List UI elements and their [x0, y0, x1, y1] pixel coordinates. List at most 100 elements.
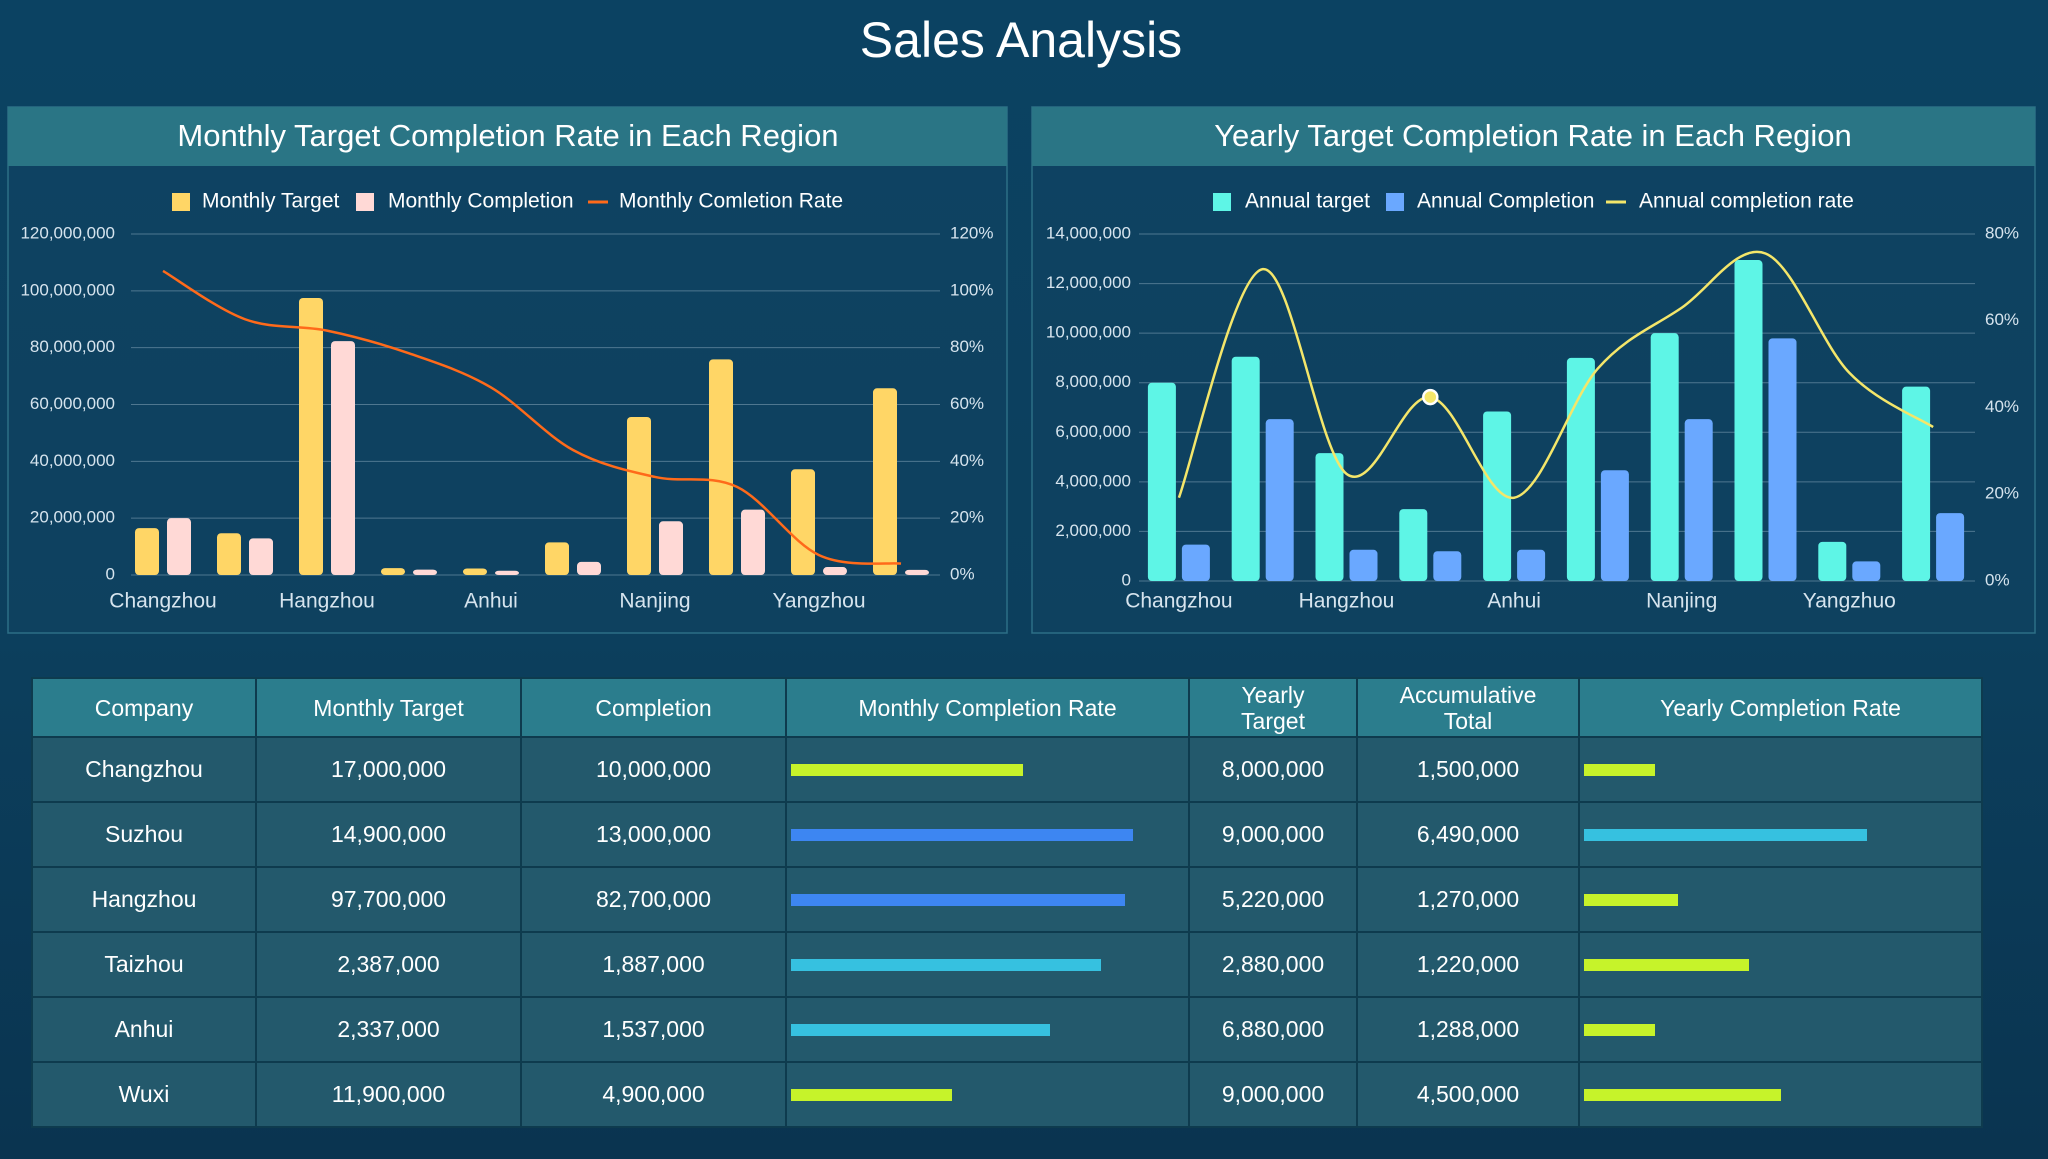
table-cell: 1,537,000 — [520, 996, 787, 1063]
table-cell: 4,500,000 — [1356, 1061, 1580, 1128]
rate-cell — [785, 931, 1190, 998]
bar — [1768, 338, 1797, 581]
bar — [167, 518, 191, 575]
legend-swatch — [1386, 193, 1404, 211]
rate-cell — [1578, 866, 1983, 933]
rate-cell — [1578, 801, 1983, 868]
y2-tick-label: 60% — [950, 394, 984, 413]
table-cell: 2,387,000 — [255, 931, 522, 998]
bar — [1349, 549, 1378, 581]
rate-cell — [785, 996, 1190, 1063]
bar — [413, 569, 437, 575]
bar — [1265, 419, 1294, 581]
rate-cell — [1578, 931, 1983, 998]
x-tick-label: Nanjing — [619, 590, 690, 613]
bar — [249, 538, 273, 575]
table-row: Changzhou 17,000,000 10,000,000 8,000,000 1,… — [31, 736, 1983, 803]
y2-tick-label: 80% — [1985, 223, 2019, 242]
y2-tick-label: 20% — [1985, 484, 2019, 503]
charts: Sales Analysis Monthly Target Completion… — [7, 106, 2036, 634]
table-cell: 5,220,000 — [1188, 866, 1358, 933]
y-tick-label: 40,000,000 — [30, 451, 115, 470]
bar — [1315, 453, 1344, 581]
bar — [577, 561, 601, 575]
panel-title: Yearly Target Completion Rate in Each Re… — [1214, 118, 1852, 153]
table-cell: 9,000,000 — [1188, 1061, 1358, 1128]
table-cell: 2,880,000 — [1188, 931, 1358, 998]
rate-cell — [1578, 1061, 1983, 1128]
table-cell: 14,900,000 — [255, 801, 522, 868]
y-tick-label: 60,000,000 — [30, 394, 115, 413]
bar — [1818, 541, 1847, 581]
table-cell: 2,337,000 — [255, 996, 522, 1063]
y-tick-label: 8,000,000 — [1055, 372, 1131, 391]
table-cell: 9,000,000 — [1188, 801, 1358, 868]
table-cell: 1,500,000 — [1356, 736, 1580, 803]
table-cell: Anhui — [31, 996, 257, 1063]
bar — [545, 542, 569, 575]
sales-table: Company Monthly Target Completion Monthly C… — [31, 677, 1983, 1128]
y2-tick-label: 60% — [1985, 310, 2019, 329]
table-row: Suzhou 14,900,000 13,000,000 9,000,000 6,490… — [31, 801, 1983, 868]
rate-bar — [1584, 893, 1679, 906]
y-tick-label: 120,000,000 — [20, 223, 115, 242]
table-cell: 82,700,000 — [520, 866, 787, 933]
rate-cell — [785, 1061, 1190, 1128]
rate-bar — [1584, 763, 1655, 776]
table-cell: 4,900,000 — [520, 1061, 787, 1128]
y-tick-label: 0 — [106, 564, 115, 583]
bar — [1399, 509, 1428, 581]
table-cell: Suzhou — [31, 801, 257, 868]
bar — [217, 533, 241, 575]
bar — [495, 570, 519, 575]
bar — [709, 359, 733, 575]
y-tick-label: 12,000,000 — [1046, 273, 1131, 292]
bar — [1181, 544, 1210, 581]
table-cell: 1,887,000 — [520, 931, 787, 998]
bar — [741, 509, 765, 575]
y2-tick-label: 80% — [950, 337, 984, 356]
table-cell: 11,900,000 — [255, 1061, 522, 1128]
column-header: Yearly Target — [1188, 677, 1358, 738]
x-tick-label: Anhui — [464, 590, 518, 613]
table-cell: 6,880,000 — [1188, 996, 1358, 1063]
x-tick-label: Hangzhou — [1299, 590, 1395, 613]
bar — [1483, 411, 1512, 581]
bar — [1936, 513, 1965, 581]
rate-bar — [1584, 1023, 1655, 1036]
bar — [1231, 356, 1260, 581]
table-cell: 1,288,000 — [1356, 996, 1580, 1063]
panel-header — [1032, 107, 2035, 166]
x-tick-label: Anhui — [1487, 590, 1541, 613]
y2-tick-label: 100% — [950, 280, 993, 299]
y-tick-label: 20,000,000 — [30, 508, 115, 527]
bar — [791, 469, 815, 575]
table-cell: 1,270,000 — [1356, 866, 1580, 933]
legend-label: Monthly Target — [202, 190, 340, 213]
panel-title: Monthly Target Completion Rate in Each R… — [177, 118, 838, 153]
legend-label: Annual completion rate — [1639, 190, 1854, 213]
bar — [873, 388, 897, 575]
bar — [905, 569, 929, 575]
legend-swatch — [1213, 193, 1231, 211]
column-header: Completion — [520, 677, 787, 738]
x-tick-label: Yangzhou — [772, 590, 865, 613]
bar — [627, 417, 651, 575]
header-row: Company Monthly Target Completion Monthly C… — [31, 677, 1983, 738]
rate-bar — [791, 1023, 1051, 1036]
rate-bar — [791, 893, 1126, 906]
y-tick-label: 10,000,000 — [1046, 323, 1131, 342]
bar — [823, 567, 847, 575]
legend-swatch — [356, 193, 374, 211]
y2-tick-label: 0% — [950, 564, 975, 583]
y2-tick-label: 40% — [1985, 397, 2019, 416]
y-tick-label: 80,000,000 — [30, 337, 115, 356]
table-row: Hangzhou 97,700,000 82,700,000 5,220,000 1,2… — [31, 866, 1983, 933]
x-tick-label: Nanjing — [1646, 590, 1717, 613]
rate-bar — [1584, 828, 1867, 841]
table-body: Changzhou 17,000,000 10,000,000 8,000,000 1,… — [31, 736, 1983, 1128]
bar — [1684, 419, 1713, 581]
legend-label: Annual target — [1245, 190, 1370, 213]
bar — [331, 341, 355, 575]
x-tick-label: Yangzhuo — [1803, 590, 1896, 613]
